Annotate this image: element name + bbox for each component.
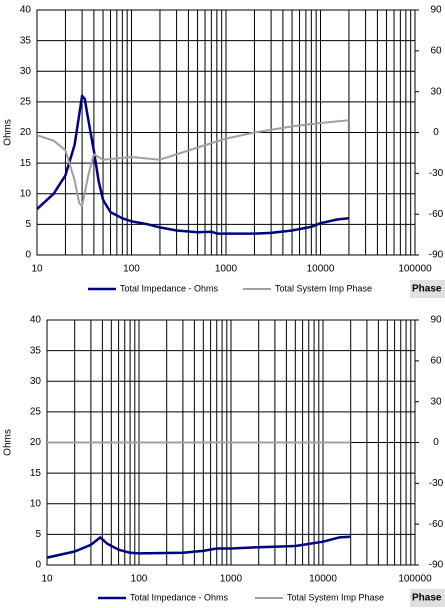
legend: Total Impedance - Ohms Total System Imp P… — [98, 592, 384, 602]
y-tick-label: 25 — [30, 407, 42, 418]
x-tick-label: 10 — [31, 264, 43, 275]
series-line — [46, 535, 351, 559]
y2-tick-label: 60 — [430, 355, 442, 366]
y2-tick-label: -30 — [429, 168, 444, 179]
y2-tick-label: -90 — [429, 560, 444, 571]
y-tick-label: 30 — [20, 66, 32, 77]
y2-title-box — [410, 280, 445, 298]
x-tick-label: 100000 — [398, 574, 432, 585]
x-tick-label: 1000 — [220, 574, 243, 585]
plot — [46, 319, 419, 566]
series-line — [36, 94, 350, 235]
y-tick-label: 0 — [35, 560, 41, 571]
y2-tick-label: 30 — [430, 86, 442, 97]
x-tick-label: 100 — [123, 264, 140, 275]
x-tick-label: 100000 — [398, 264, 432, 275]
y2-tick-label: 90 — [430, 5, 442, 16]
y-axis-title: Ohms — [3, 429, 14, 456]
y-tick-label: 10 — [20, 188, 32, 199]
y-tick-label: 35 — [20, 35, 32, 46]
y-tick-label: 40 — [20, 5, 32, 16]
y2-axis-title: Phase — [412, 593, 442, 604]
y-tick-label: 20 — [30, 437, 42, 448]
y2-title-box — [410, 589, 445, 607]
y2-tick-label: 90 — [430, 315, 442, 326]
y2-tick-label: -90 — [429, 250, 444, 261]
x-tick-label: 10 — [41, 574, 53, 585]
y-tick-label: 15 — [20, 158, 32, 169]
y2-tick-label: 0 — [433, 127, 439, 138]
legend-label: Total Impedance - Ohms — [130, 592, 229, 602]
y2-axis-title: Phase — [412, 284, 442, 295]
y-tick-label: 40 — [30, 315, 42, 326]
y2-tick-label: 0 — [433, 437, 439, 448]
y2-tick-label: -60 — [429, 209, 444, 220]
y-tick-label: 5 — [25, 219, 31, 230]
y-tick-label: 0 — [25, 250, 31, 261]
x-tick-label: 10000 — [307, 264, 335, 275]
x-tick-label: 100 — [131, 574, 148, 585]
y2-tick-label: 60 — [430, 45, 442, 56]
y-tick-label: 25 — [20, 97, 32, 108]
legend-label: Total System Imp Phase — [287, 592, 384, 602]
y2-tick-label: -60 — [429, 519, 444, 530]
x-tick-label: 10000 — [309, 574, 337, 585]
y-tick-label: 20 — [20, 127, 32, 138]
legend-label: Total Impedance - Ohms — [120, 283, 219, 293]
y-tick-label: 5 — [35, 529, 41, 540]
y-tick-label: 15 — [30, 468, 42, 479]
y-tick-label: 30 — [30, 376, 42, 387]
y2-tick-label: 30 — [430, 396, 442, 407]
legend: Total Impedance - Ohms Total System Imp P… — [88, 283, 372, 293]
x-tick-label: 1000 — [215, 264, 238, 275]
series-line — [36, 119, 349, 207]
y-tick-label: 35 — [30, 345, 42, 356]
y-tick-label: 10 — [30, 498, 42, 509]
legend-label: Total System Imp Phase — [275, 283, 372, 293]
y-axis-title: Ohms — [3, 119, 14, 146]
plot — [36, 9, 419, 256]
y2-tick-label: -30 — [429, 478, 444, 489]
